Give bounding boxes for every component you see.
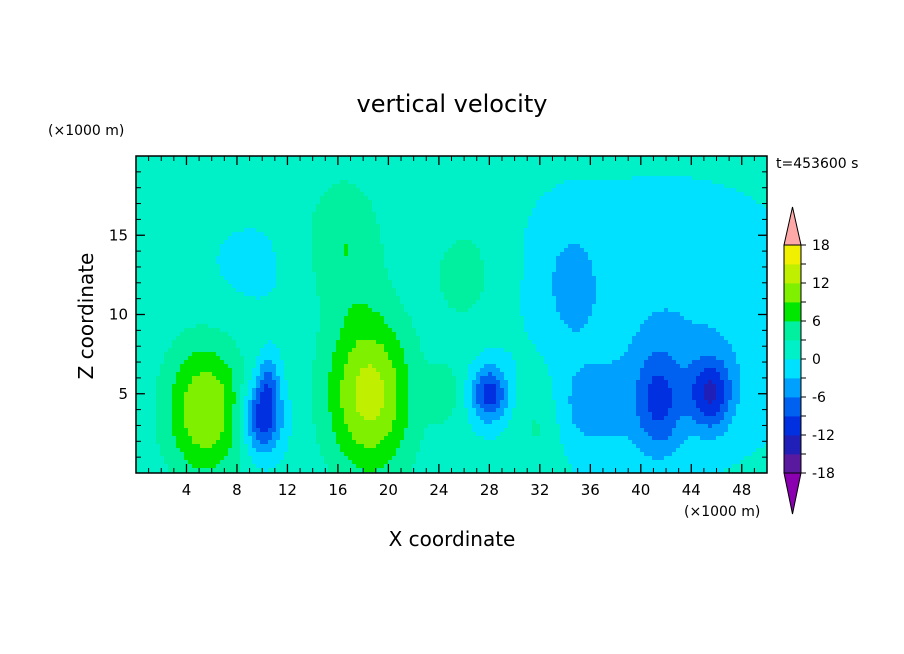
y-tick-label: 10 bbox=[109, 306, 128, 324]
colorbar-segment bbox=[784, 264, 801, 284]
colorbar: 18 12 6 0 -6 -12 -18 bbox=[783, 206, 835, 515]
x-unit-label: (×1000 m) bbox=[684, 504, 760, 520]
x-tick-label: 44 bbox=[682, 481, 701, 499]
colorbar-segment bbox=[784, 359, 801, 379]
colorbar-tick-label: 12 bbox=[812, 276, 830, 292]
colorbar-tick-label: -18 bbox=[812, 466, 835, 482]
colorbar-tick-label: -6 bbox=[812, 390, 826, 406]
x-tick-label: 28 bbox=[480, 481, 499, 499]
chart-title: vertical velocity bbox=[357, 90, 548, 118]
colorbar-over-arrow bbox=[783, 206, 802, 246]
colorbar-tick-label: 0 bbox=[812, 352, 821, 368]
y-tick-label: 5 bbox=[118, 385, 128, 403]
x-tick-label: 8 bbox=[232, 481, 242, 499]
x-tick-label: 4 bbox=[182, 481, 192, 499]
colorbar-tick-label: 6 bbox=[812, 314, 821, 330]
colorbar-segment bbox=[784, 378, 801, 398]
time-label: t=453600 s bbox=[776, 156, 858, 172]
x-tick-label: 36 bbox=[581, 481, 600, 499]
colorbar-segment bbox=[784, 416, 801, 436]
x-tick-label: 20 bbox=[379, 481, 398, 499]
x-tick-label: 32 bbox=[530, 481, 549, 499]
colorbar-segment bbox=[784, 302, 801, 322]
x-tick-label: 40 bbox=[631, 481, 650, 499]
colorbar-segment bbox=[784, 340, 801, 360]
contour-field bbox=[136, 156, 768, 474]
x-tick-label: 16 bbox=[328, 481, 347, 499]
colorbar-segment bbox=[784, 435, 801, 455]
x-tick-label: 48 bbox=[732, 481, 751, 499]
colorbar-tick-label: -12 bbox=[812, 428, 835, 444]
x-tick-label: 12 bbox=[278, 481, 297, 499]
colorbar-under-arrow bbox=[783, 472, 802, 515]
colorbar-segment bbox=[784, 245, 801, 265]
colorbar-segment bbox=[784, 321, 801, 341]
x-tick-label: 24 bbox=[429, 481, 448, 499]
x-axis-title: X coordinate bbox=[389, 527, 516, 551]
y-axis-title: Z coordinate bbox=[74, 253, 98, 380]
colorbar-segment bbox=[784, 454, 801, 474]
colorbar-tick-label: 18 bbox=[812, 238, 830, 254]
colorbar-segment bbox=[784, 283, 801, 303]
y-unit-label: (×1000 m) bbox=[48, 123, 124, 139]
colorbar-segment bbox=[784, 397, 801, 417]
y-tick-label: 15 bbox=[109, 226, 128, 244]
